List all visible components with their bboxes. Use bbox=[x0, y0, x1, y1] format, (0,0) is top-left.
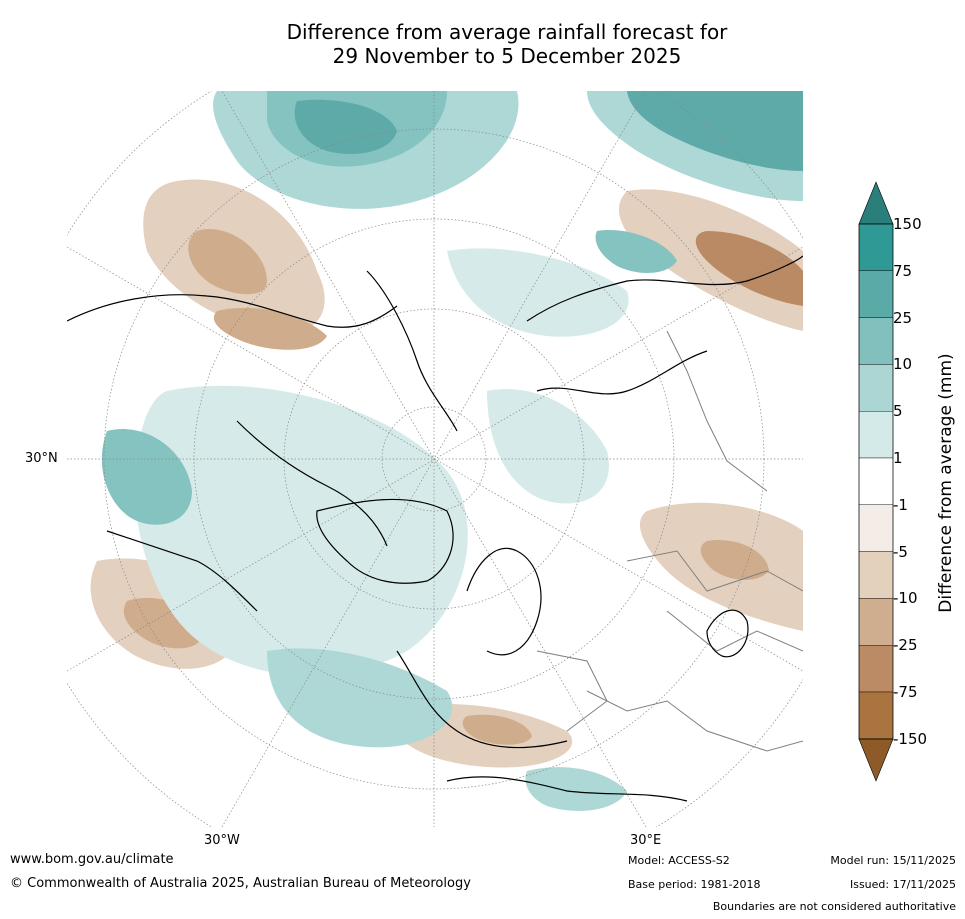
colorbar-tick-label: -5 bbox=[893, 542, 908, 561]
colorbar-tick-label: -1 bbox=[893, 495, 908, 514]
footer-model-run: Model run: 15/11/2025 bbox=[830, 854, 956, 867]
colorbar-tick-label: 10 bbox=[893, 355, 913, 374]
colorbar-cap-bottom bbox=[858, 738, 894, 782]
colorbar-segment bbox=[858, 691, 894, 739]
coastline-siberia bbox=[526, 255, 803, 322]
coastline-caspian bbox=[706, 609, 749, 658]
colorbar-tick-label: -25 bbox=[893, 636, 918, 655]
title-line-1: Difference from average rainfall forecas… bbox=[286, 20, 728, 44]
border-line bbox=[666, 610, 803, 652]
country-borders bbox=[536, 330, 803, 752]
colorbar-segment bbox=[858, 410, 894, 459]
footer-copyright: © Commonwealth of Australia 2025, Austra… bbox=[10, 876, 471, 891]
colorbar-tick-label: -10 bbox=[893, 589, 918, 608]
coastline-alaska bbox=[67, 294, 398, 328]
wet-region-arctic-pacific-core bbox=[627, 91, 803, 171]
rainfall-anomaly-map[interactable] bbox=[67, 91, 803, 827]
coastline-mediterranean bbox=[446, 776, 688, 802]
footer-url[interactable]: www.bom.gov.au/climate bbox=[10, 852, 174, 867]
wet-region-canada-arctic bbox=[447, 248, 629, 337]
colorbar-segment bbox=[858, 598, 894, 646]
border-line bbox=[586, 690, 803, 752]
dry-region-mediterranean-core bbox=[462, 714, 532, 745]
longitude-label-30w: 30°W bbox=[204, 833, 240, 848]
map-canvas bbox=[67, 91, 803, 827]
colorbar-segment bbox=[858, 457, 894, 505]
colorbar-segment bbox=[858, 270, 894, 318]
wet-region-bering-sea-peak bbox=[294, 99, 397, 155]
meridian-line bbox=[67, 246, 803, 672]
colorbar-tick-label: 1 bbox=[893, 449, 903, 467]
colorbar-cap-top bbox=[858, 181, 894, 225]
colorbar-tick-label: -75 bbox=[893, 683, 918, 701]
footer-model: Model: ACCESS-S2 bbox=[628, 854, 730, 867]
dry-anomaly-regions bbox=[90, 179, 803, 768]
colorbar-tick-label: -150 bbox=[893, 729, 928, 748]
footer-base-period: Base period: 1981-2018 bbox=[628, 878, 761, 891]
latitude-label-30n: 30°N bbox=[25, 451, 58, 466]
title-line-2: 29 November to 5 December 2025 bbox=[332, 44, 682, 68]
colorbar-graphic bbox=[858, 181, 894, 782]
colorbar-tick-label: 150 bbox=[893, 215, 922, 233]
dry-region-north-pacific-core bbox=[188, 229, 267, 295]
colorbar-segment bbox=[858, 223, 894, 271]
coastline-canada-north bbox=[366, 270, 458, 432]
colorbar-segment bbox=[858, 645, 894, 693]
colorbar-segment bbox=[858, 364, 894, 412]
coastline-russia-arctic bbox=[536, 350, 708, 395]
colorbar-tick-label: 25 bbox=[893, 308, 913, 327]
wet-anomaly-regions bbox=[101, 91, 803, 811]
colorbar-segment bbox=[858, 317, 894, 365]
map-title: Difference from average rainfall forecas… bbox=[0, 20, 965, 68]
footer-issued: Issued: 17/11/2025 bbox=[849, 878, 956, 891]
meridian-line bbox=[221, 91, 647, 827]
colorbar bbox=[855, 180, 897, 789]
colorbar-segment bbox=[858, 504, 894, 552]
border-line bbox=[626, 550, 803, 592]
dry-region-central-asia-core bbox=[700, 540, 769, 580]
border-line bbox=[536, 650, 608, 732]
coastline-europe-west bbox=[396, 650, 568, 749]
dry-region-arctic-alaska bbox=[213, 307, 327, 350]
coastline-scandinavia bbox=[466, 547, 542, 656]
border-line bbox=[666, 330, 768, 492]
wet-region-europe-atlantic bbox=[267, 648, 453, 748]
wet-region-middle-east bbox=[525, 767, 627, 811]
dry-region-siberia-core bbox=[695, 231, 803, 306]
graticule bbox=[67, 91, 803, 827]
colorbar-tick-label: 75 bbox=[893, 261, 913, 280]
wet-region-north-atlantic-mid bbox=[101, 429, 192, 525]
colorbar-outline bbox=[858, 223, 894, 740]
colorbar-segments bbox=[858, 223, 894, 739]
longitude-label-30e: 30°E bbox=[630, 833, 662, 848]
coastline-greenland bbox=[316, 498, 454, 584]
wet-region-north-atlantic bbox=[134, 385, 468, 676]
colorbar-title: Difference from average (mm) bbox=[936, 353, 956, 613]
wet-region-canada-core bbox=[595, 230, 677, 273]
colorbar-segment bbox=[858, 551, 894, 599]
coastline-hudson-bay bbox=[236, 420, 388, 547]
colorbar-tick-label: 5 bbox=[893, 402, 903, 421]
coastlines bbox=[67, 255, 803, 802]
wet-region-north-europe bbox=[487, 389, 609, 504]
footer-disclaimer: Boundaries are not considered authoritat… bbox=[712, 900, 956, 913]
coastline-north-america-east bbox=[106, 530, 258, 612]
